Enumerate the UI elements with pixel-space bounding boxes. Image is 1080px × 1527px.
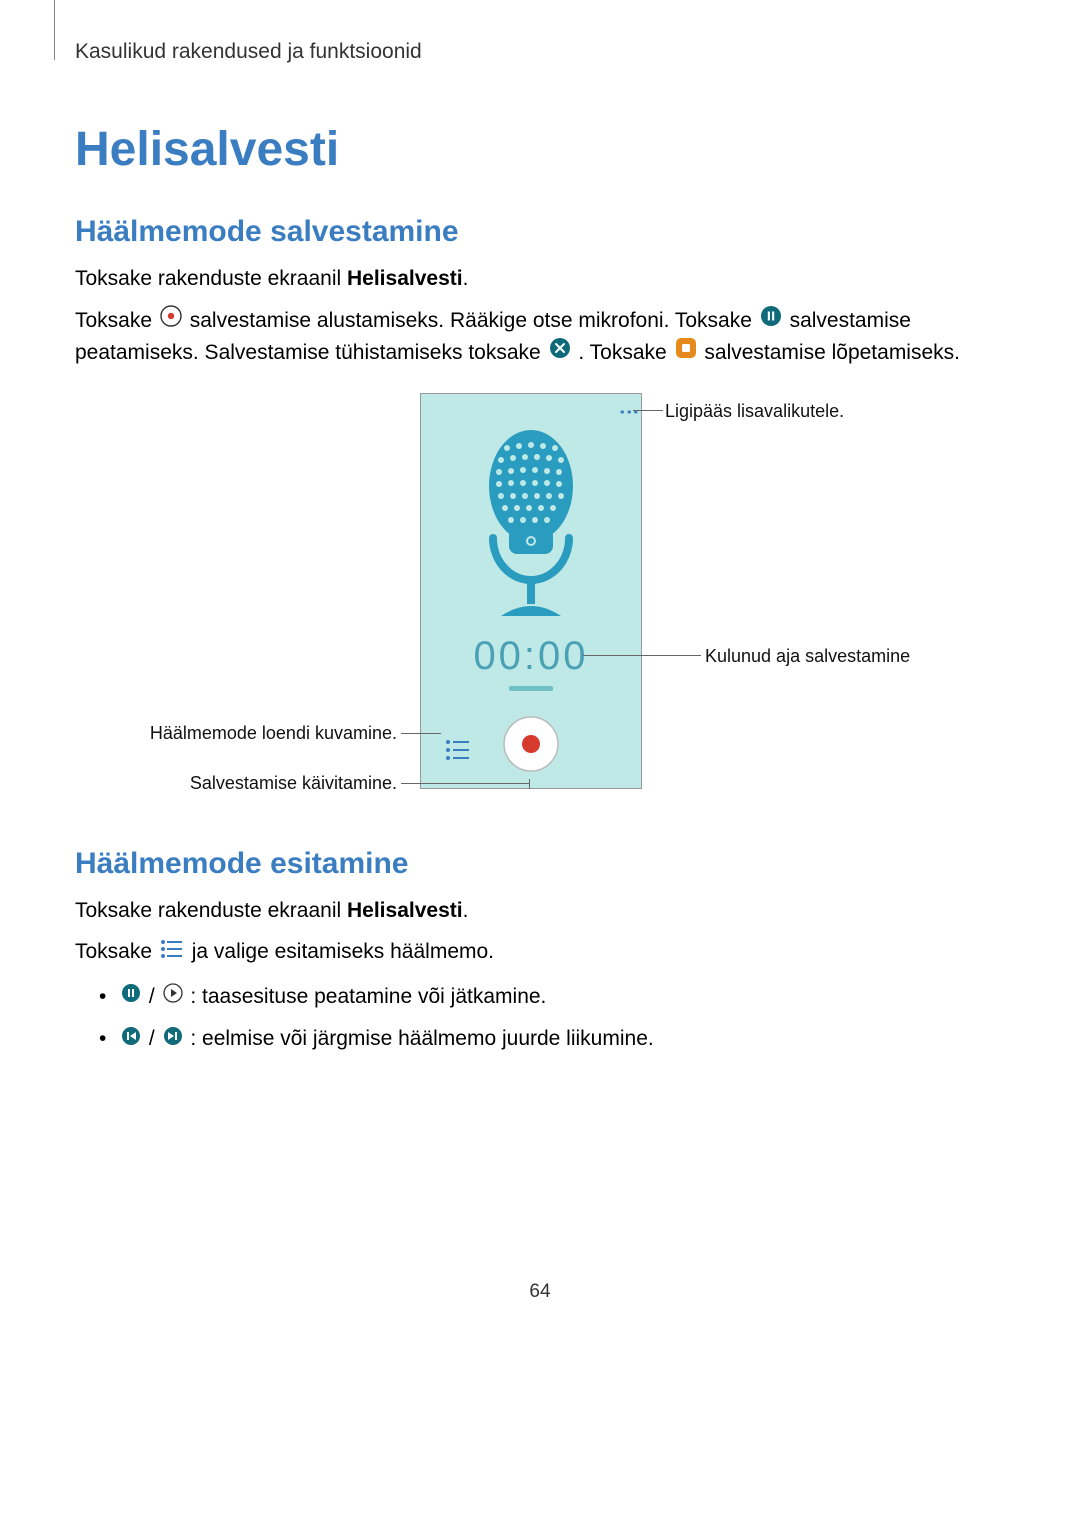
callout-list: Häälmemode loendi kuvamine. bbox=[137, 723, 397, 744]
section2-line1: Toksake rakenduste ekraanil Helisalvesti… bbox=[75, 895, 1005, 927]
callout-timer: Kulunud aja salvestamine bbox=[705, 646, 910, 667]
page-title: Helisalvesti bbox=[75, 122, 1005, 177]
callout-more-options: Ligipääs lisavalikutele. bbox=[665, 401, 844, 422]
bullets: / : taasesituse peatamine või jätkamine.… bbox=[99, 979, 1005, 1058]
bullet-prev-next: / : eelmise või järgmise häälmemo juurde… bbox=[99, 1021, 1005, 1057]
section1-line1: Toksake rakenduste ekraanil Helisalvesti… bbox=[75, 263, 1005, 295]
page-number: 64 bbox=[0, 1281, 1080, 1303]
prev-track-icon bbox=[121, 1022, 141, 1058]
timer-display: 00:00 bbox=[421, 634, 641, 679]
cancel-icon bbox=[549, 337, 571, 369]
microphone-icon bbox=[471, 428, 591, 618]
bullet-pause-play: / : taasesituse peatamine või jätkamine. bbox=[99, 979, 1005, 1015]
callout-record: Salvestamise käivitamine. bbox=[175, 773, 397, 794]
section1-line2: Toksake salvestamise alustamiseks. Rääki… bbox=[75, 305, 1005, 369]
recorder-figure: ⋮ bbox=[75, 393, 1005, 823]
section2-line2: Toksake ja valige esitamiseks häälmemo. bbox=[75, 936, 1005, 968]
breadcrumb: Kasulikud rakendused ja funktsioonid bbox=[75, 40, 1005, 64]
play-outline-icon bbox=[163, 979, 183, 1015]
stop-icon bbox=[675, 337, 697, 369]
pause-icon bbox=[760, 305, 782, 337]
record-button-icon[interactable] bbox=[502, 715, 560, 778]
phone-screenshot: ⋮ bbox=[420, 393, 642, 789]
more-options-icon[interactable]: ⋮ bbox=[627, 402, 631, 421]
section2-heading: Häälmemode esitamine bbox=[75, 847, 1005, 881]
list-button-icon[interactable] bbox=[445, 739, 471, 766]
next-track-icon bbox=[163, 1022, 183, 1058]
waveform-bar bbox=[509, 686, 553, 691]
list-icon bbox=[160, 937, 184, 969]
pause-small-icon bbox=[121, 979, 141, 1015]
record-icon bbox=[160, 305, 182, 337]
section1-heading: Häälmemode salvestamine bbox=[75, 215, 1005, 249]
